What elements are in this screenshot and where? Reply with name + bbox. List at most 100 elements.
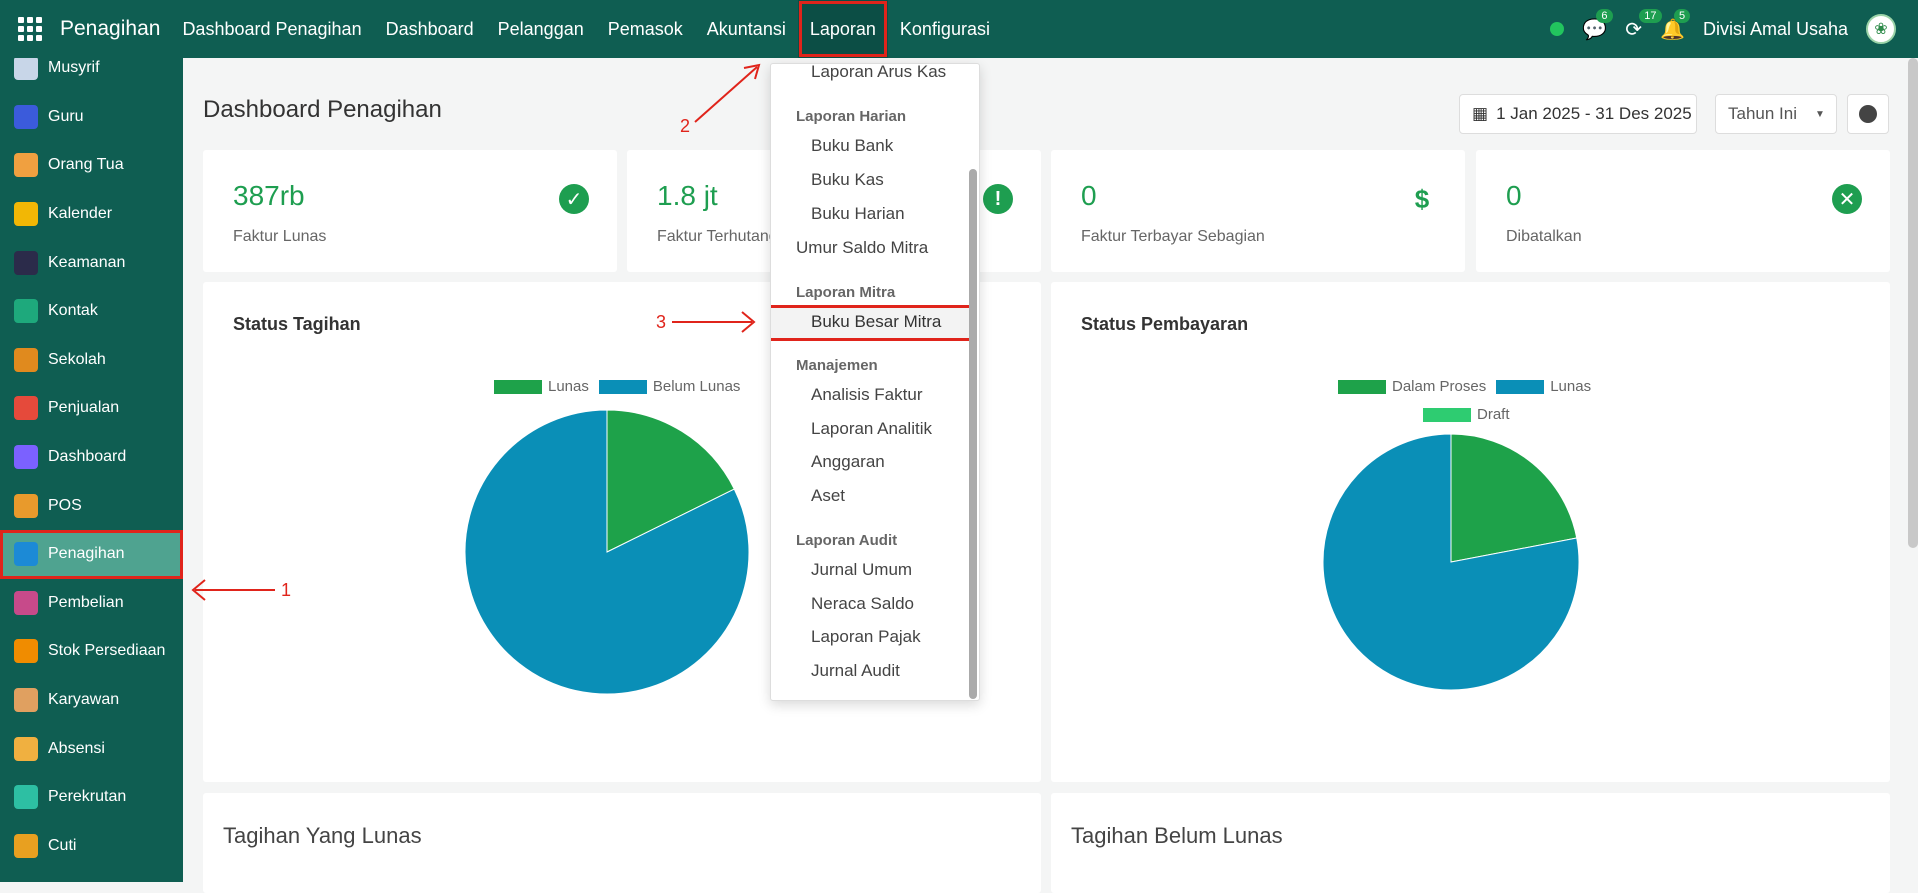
date-range-value: 1 Jan 2025 - 31 Des 2025 [1496,104,1692,123]
legend-item[interactable]: Dalam Proses [1338,378,1486,395]
dropdown-header: Laporan Mitra [796,284,896,301]
chart-legend: Lunas Belum Lunas [494,378,740,395]
legend-item[interactable]: Draft [1423,406,1510,423]
apps-menu-icon[interactable] [18,17,42,41]
activity-icon[interactable]: ⟳ 17 [1625,8,1662,42]
sidebar-item-label: Guru [48,107,84,125]
sidebar-item-keamanan[interactable]: Keamanan [0,238,183,287]
dropdown-header: Manajemen [796,357,878,374]
paid-invoices-card: Tagihan Yang Lunas [203,793,1041,893]
activity-badge: 17 [1639,8,1662,23]
highlight-box [771,305,973,341]
invoice-icon [14,542,38,567]
dropdown-item[interactable]: Jurnal Audit [811,661,900,680]
menu-pemasok[interactable]: Pemasok [607,19,683,39]
dropdown-item[interactable]: Analisis Faktur [811,385,923,404]
sidebar-item-label: Karyawan [48,691,120,709]
period-select[interactable]: Tahun Ini ▼ [1715,94,1837,134]
pie-chart-pembayaran [1322,433,1580,691]
dropdown-item[interactable]: Buku Bank [811,136,894,155]
dropdown-scrollbar[interactable] [969,169,977,699]
page-scrollbar[interactable] [1908,58,1918,548]
dropdown-item[interactable]: Laporan Analitik [811,419,932,438]
kpi-label: Faktur Lunas [233,228,327,245]
sidebar-item-label: Penagihan [48,545,125,563]
period-value: Tahun Ini [1728,104,1797,123]
card-title: Status Pembayaran [1081,314,1249,334]
sidebar-item-absensi[interactable]: Absensi [0,724,183,773]
menu-pelanggan[interactable]: Pelanggan [497,19,584,39]
date-range-picker[interactable]: ▦ 1 Jan 2025 - 31 Des 2025 [1459,94,1697,134]
sidebar-item-guru[interactable]: Guru [0,93,183,142]
sidebar-item-karyawan[interactable]: Karyawan [0,676,183,725]
dropdown-item[interactable]: Jurnal Umum [811,560,913,579]
dropdown-item-buku-besar-mitra[interactable]: Buku Besar Mitra [811,312,942,331]
sidebar-item-pos[interactable]: POS [0,481,183,530]
legend-item[interactable]: Belum Lunas [598,378,740,395]
sidebar-item-sekolah[interactable]: Sekolah [0,336,183,385]
calendar-icon: ▦ [1472,104,1489,123]
company-switcher[interactable]: Divisi Amal Usaha [1702,18,1848,39]
card-title: Tagihan Belum Lunas [1071,823,1283,848]
family-icon [14,153,38,178]
annotation-label: 3 [656,312,667,332]
notification-icon[interactable]: 🔔 5 [1660,8,1691,42]
pie-slice-dalam-proses[interactable] [1450,433,1578,563]
kpi-label: Faktur Terbayar Sebagian [1081,228,1265,245]
sidebar-item-kontak[interactable]: Kontak [0,287,183,336]
sidebar-item-penagihan[interactable]: Penagihan [0,529,183,579]
status-dot-icon [1550,22,1565,36]
dropdown-item[interactable]: Buku Harian [811,204,905,223]
menu-dashboard[interactable]: Dashboard [385,19,474,39]
annotation-label: 2 [680,116,691,136]
sidebar-item-cuti[interactable]: Cuti [0,822,183,871]
history-button[interactable] [1847,94,1889,134]
page-title: Dashboard Penagihan [203,96,442,123]
teacher-icon [14,104,38,129]
app-brand[interactable]: Penagihan [60,17,161,40]
chart-legend: Draft [1423,406,1510,423]
dropdown-item[interactable]: Buku Kas [811,170,884,189]
dropdown-item[interactable]: Neraca Saldo [811,594,915,613]
dropdown-item[interactable]: Laporan Pajak [811,627,921,646]
main-menu: Dashboard Penagihan Dashboard Pelanggan … [170,0,1002,58]
dropdown-item[interactable]: Aset [811,486,846,505]
menu-laporan[interactable]: Laporan [797,0,888,58]
laporan-dropdown: Laporan Arus Kas Laporan Harian Buku Ban… [770,63,980,701]
kpi-card-cancelled[interactable]: 0 Dibatalkan ✕ [1476,150,1890,272]
sidebar-item-kalender[interactable]: Kalender [0,190,183,239]
box-icon [14,639,38,664]
hand-money-icon: $ [1414,183,1430,214]
x-circle-icon: ✕ [1832,184,1862,214]
legend-item[interactable]: Lunas [494,378,589,395]
sidebar-item-musyrif[interactable]: Musyrif [0,58,183,93]
sidebar-item-perekrutan[interactable]: Perekrutan [0,773,183,822]
pie-slice-belum-lunas[interactable] [464,409,750,695]
sidebar-item-orang-tua[interactable]: Orang Tua [0,141,183,190]
shop-icon [14,493,38,518]
user-avatar[interactable]: ❀ [1866,14,1896,44]
sidebar-item-label: Stok Persediaan [48,642,166,660]
menu-dashboard-penagihan[interactable]: Dashboard Penagihan [182,19,362,39]
top-navbar: Penagihan Dashboard Penagihan Dashboard … [0,0,1918,58]
sidebar-item-penjualan[interactable]: Penjualan [0,384,183,433]
sidebar-item-dashboard[interactable]: Dashboard [0,433,183,482]
pie-slice-lunas[interactable] [606,409,735,553]
sidebar-item-stok-persediaan[interactable]: Stok Persediaan [0,627,183,676]
chart-legend: Dalam Proses Lunas [1338,378,1591,395]
dropdown-item[interactable]: Anggaran [811,452,885,471]
menu-akuntansi[interactable]: Akuntansi [706,19,786,39]
chat-icon[interactable]: 💬 6 [1582,8,1613,42]
dropdown-item[interactable]: Laporan Arus Kas [811,63,947,81]
sidebar-item-label: Kalender [48,205,113,223]
kpi-card-partial[interactable]: 0 Faktur Terbayar Sebagian $ [1051,150,1465,272]
menu-konfigurasi[interactable]: Konfigurasi [899,19,990,39]
kpi-value: 0 [1506,180,1522,211]
card-icon [14,590,38,615]
legend-item[interactable]: Lunas [1496,378,1591,395]
sidebar-item-pembelian[interactable]: Pembelian [0,579,183,628]
kpi-card-paid[interactable]: 387rb Faktur Lunas ✓ [203,150,617,272]
pie-slice-lunas[interactable] [1322,433,1580,691]
attendance-icon [14,736,38,761]
dropdown-item[interactable]: Umur Saldo Mitra [796,238,929,257]
